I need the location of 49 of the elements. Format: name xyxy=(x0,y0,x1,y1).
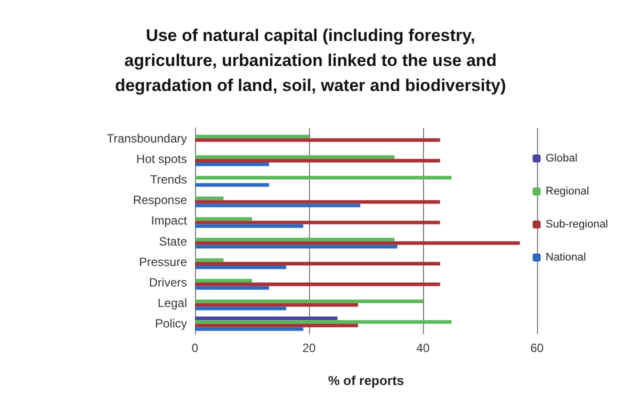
bar xyxy=(195,286,270,290)
bar xyxy=(195,299,423,304)
bar xyxy=(195,196,224,200)
bar xyxy=(195,282,440,286)
y-tick-label: Drivers xyxy=(149,276,187,290)
y-tick-label: Hot spots xyxy=(136,152,187,166)
bar xyxy=(195,241,520,245)
y-tick-label: Policy xyxy=(154,316,187,331)
bar xyxy=(195,238,394,242)
bar xyxy=(195,316,338,320)
y-tick-label: Legal xyxy=(158,296,187,310)
y-tick-label: State xyxy=(158,234,188,248)
bar xyxy=(195,258,224,262)
bar xyxy=(195,327,304,331)
bar xyxy=(195,266,286,270)
x-tick-label: 20 xyxy=(302,341,316,355)
bar xyxy=(195,134,309,138)
y-tick-label: Response xyxy=(132,193,188,208)
legend-label: Sub-regional xyxy=(546,218,608,230)
bar xyxy=(195,244,398,249)
legend-label: Regional xyxy=(546,186,590,198)
bar xyxy=(195,176,452,180)
bar xyxy=(195,320,452,324)
bar xyxy=(195,162,270,166)
x-tick-label: 60 xyxy=(530,341,544,355)
bar xyxy=(195,262,440,266)
y-tick-label: Transboundary xyxy=(106,131,187,146)
bar xyxy=(195,278,252,282)
legend-label: National xyxy=(546,252,586,264)
bar xyxy=(195,324,358,328)
bar xyxy=(195,183,270,187)
bar xyxy=(195,303,358,307)
bar xyxy=(195,158,440,163)
bar xyxy=(195,200,440,204)
bar xyxy=(195,220,440,224)
bar xyxy=(195,224,304,228)
chart-title: Use of natural capital (including forestry, agriculture, urbanization linked to the use and degradation of land, soil, water and biodiversity) xyxy=(114,26,506,95)
y-tick-label: Impact xyxy=(150,214,188,228)
bar xyxy=(195,217,252,221)
bar xyxy=(195,204,360,208)
x-tick-label: 40 xyxy=(416,341,430,355)
bar xyxy=(195,138,440,142)
x-tick-label: 0 xyxy=(192,341,199,355)
bar xyxy=(195,155,394,159)
bar xyxy=(195,306,286,310)
y-tick-label: Pressure xyxy=(138,254,188,269)
legend-label: Global xyxy=(546,152,578,164)
y-tick-label: Trends xyxy=(150,172,187,186)
x-axis-title: % of reports xyxy=(328,373,404,388)
